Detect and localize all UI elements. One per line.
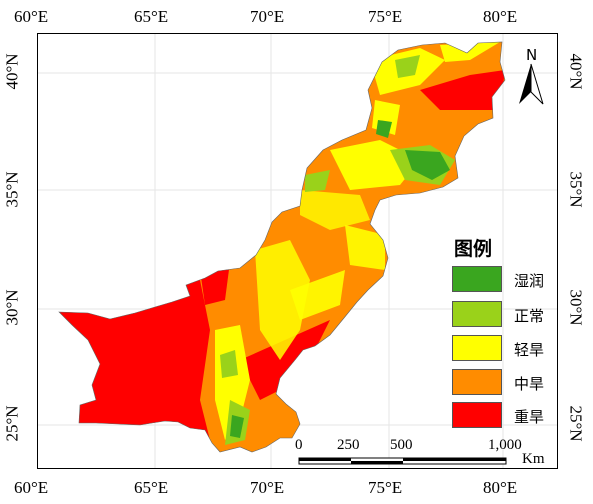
lon-label-top: 75°E xyxy=(368,7,403,26)
lat-label-left: 25°N xyxy=(2,405,22,442)
map-frame xyxy=(37,33,558,469)
lat-label-right: 35°N xyxy=(566,171,586,208)
lat-label-right: 40°N xyxy=(566,53,586,90)
legend-label: 湿润 xyxy=(514,272,545,290)
lat-label-left: 35°N xyxy=(2,171,22,208)
lon-label-top: 70°E xyxy=(250,7,285,26)
lon-label-bottom: 60°E xyxy=(14,478,49,497)
north-arrow-icon xyxy=(519,63,544,105)
lat-label-left: 30°N xyxy=(2,289,22,326)
legend-label: 轻旱 xyxy=(514,341,545,359)
lon-label-bottom: 80°E xyxy=(483,478,518,497)
legend-swatch xyxy=(452,369,502,395)
legend-swatch xyxy=(452,402,502,428)
lat-label-right: 30°N xyxy=(566,289,586,326)
legend-label: 重旱 xyxy=(514,408,545,426)
legend-swatch xyxy=(452,335,502,361)
lon-label-top: 65°E xyxy=(134,7,169,26)
lon-label-top: 60°E xyxy=(14,7,49,26)
lon-label-bottom: 75°E xyxy=(368,478,403,497)
scale-tick-label: 1,000 xyxy=(488,437,522,453)
legend-label: 中旱 xyxy=(514,375,545,393)
legend-title: 图例 xyxy=(454,238,493,260)
lon-label-bottom: 65°E xyxy=(134,478,169,497)
scale-tick-label: 500 xyxy=(390,437,413,453)
lon-label-top: 80°E xyxy=(483,7,518,26)
lat-label-right: 25°N xyxy=(566,405,586,442)
legend-swatch xyxy=(452,301,502,327)
scale-tick-label: 0 xyxy=(295,437,303,453)
lon-label-bottom: 70°E xyxy=(250,478,285,497)
legend-label: 正常 xyxy=(514,307,545,325)
legend-swatch xyxy=(452,266,502,292)
scale-tick-label: 250 xyxy=(337,437,360,453)
scale-unit: Km xyxy=(522,451,545,467)
lat-label-left: 40°N xyxy=(2,53,22,90)
scale-bar xyxy=(298,457,507,465)
north-label: N xyxy=(526,46,538,64)
